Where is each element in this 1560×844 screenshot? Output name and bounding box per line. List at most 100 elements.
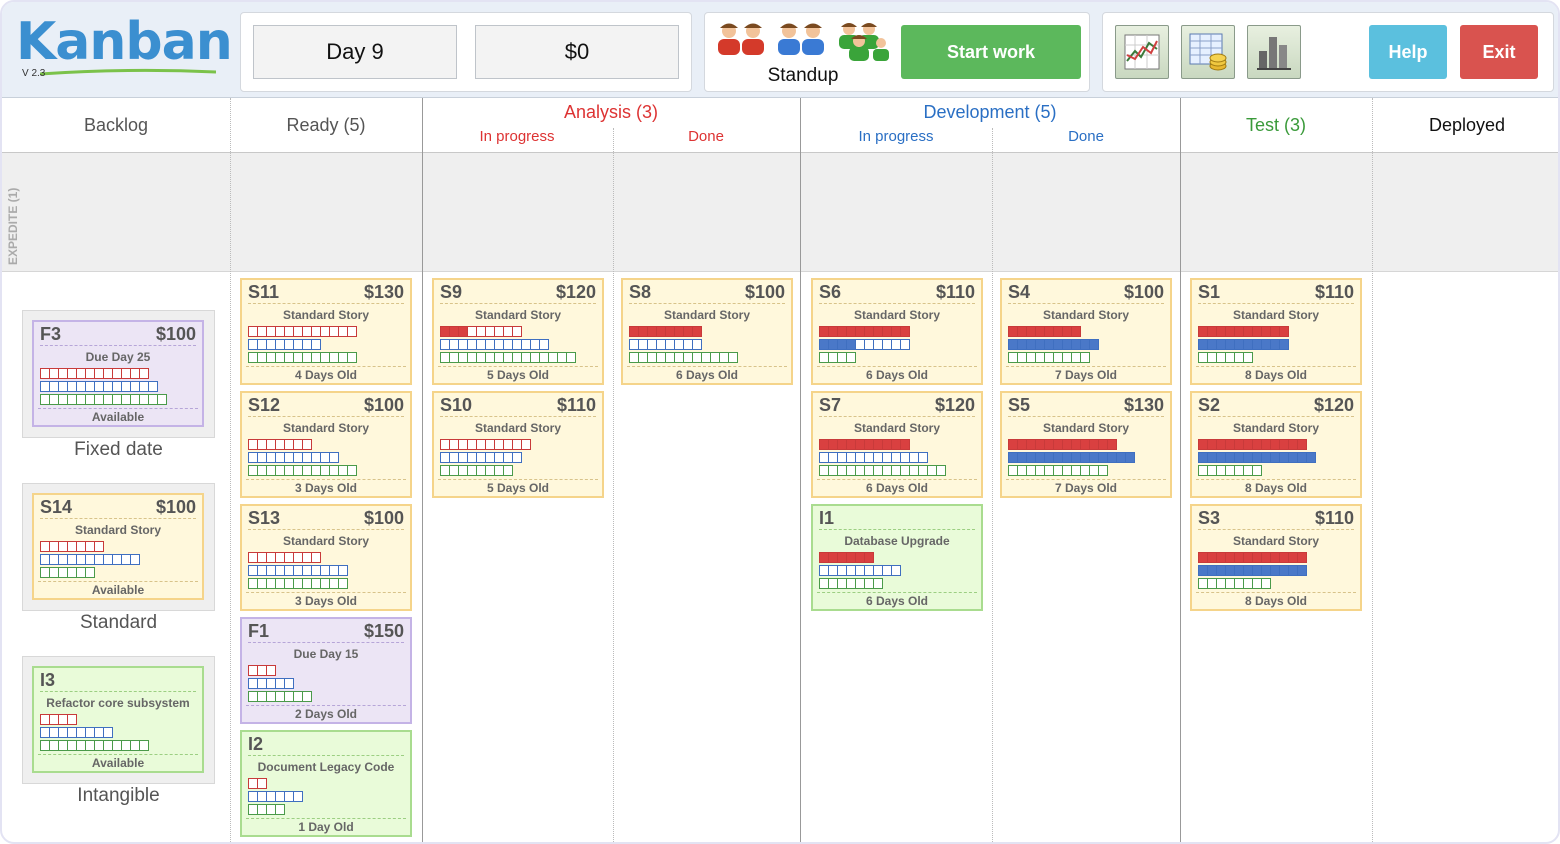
exit-button[interactable]: Exit [1460, 25, 1538, 79]
logo-swoosh-icon [40, 68, 216, 76]
development-work-bar [248, 678, 311, 689]
money-counter: $0 [475, 25, 679, 79]
column-header-ready: Ready (5) [286, 115, 366, 135]
card-id: I2 [248, 734, 264, 754]
test-work-bar [248, 578, 348, 589]
card-s10[interactable]: S10 $110 Standard Story 5 Days Old [432, 391, 604, 498]
column-header-deployed: Deployed [1428, 115, 1506, 135]
help-button[interactable]: Help [1369, 25, 1447, 79]
card-type: Document Legacy Code [257, 760, 395, 774]
standup-people-icon[interactable] [715, 19, 891, 63]
card-id: S10 [440, 395, 473, 415]
card-header: S2 $120 [1198, 395, 1354, 417]
card-work-bars [248, 778, 303, 816]
development-work-bar [248, 791, 303, 802]
column-header-test: Test (3) [1245, 115, 1306, 135]
analysis-inprogress-header: In progress [479, 128, 555, 145]
status-panel: Day 9 $0 [240, 12, 692, 92]
card-s5[interactable]: S5 $130 Standard Story 7 Days Old [1000, 391, 1172, 498]
standup-label: Standup [767, 65, 839, 86]
card-id: S4 [1008, 282, 1031, 302]
card-type: Standard Story [1232, 308, 1319, 322]
standup-panel: Standup Start work [704, 12, 1090, 92]
development-work-bar [1008, 339, 1099, 350]
bar-chart-icon[interactable] [1247, 25, 1301, 79]
development-work-bar [1198, 452, 1316, 463]
test-work-bar [40, 740, 149, 751]
card-work-bars [248, 665, 312, 703]
card-type: Standard Story [282, 308, 369, 322]
card-work-bars [1198, 552, 1307, 590]
analysis-work-bar [248, 778, 302, 789]
card-age: 5 Days Old [438, 479, 598, 495]
development-work-bar [440, 452, 530, 463]
tools-panel: Help Exit [1102, 12, 1554, 92]
card-age: 3 Days Old [246, 479, 406, 495]
card-s6[interactable]: S6 $110 Standard Story 6 Days Old [811, 278, 983, 385]
card-work-bars [1198, 439, 1316, 477]
test-work-bar [248, 691, 312, 702]
test-work-bar [440, 352, 576, 363]
card-f1[interactable]: F1 $150 Due Day 15 2 Days Old [240, 617, 412, 724]
card-type: Standard Story [853, 308, 940, 322]
card-value: $130 [1123, 395, 1164, 415]
test-work-bar [629, 352, 738, 363]
line-chart-icon[interactable] [1115, 25, 1169, 79]
card-s1[interactable]: S1 $110 Standard Story 8 Days Old [1190, 278, 1362, 385]
card-f3[interactable]: F3 $100 Due Day 25 Available [32, 320, 204, 427]
card-age: 1 Day Old [246, 818, 406, 834]
analysis-work-bar [1198, 552, 1307, 563]
card-header: S6 $110 [819, 282, 975, 304]
card-value: $100 [744, 282, 785, 302]
divider [1180, 98, 1181, 842]
start-work-button[interactable]: Start work [901, 25, 1081, 79]
card-s2[interactable]: S2 $120 Standard Story 8 Days Old [1190, 391, 1362, 498]
card-age: 7 Days Old [1006, 366, 1166, 382]
version-label: V 2.3 [22, 68, 46, 79]
test-work-bar [1198, 465, 1315, 476]
card-type: Standard Story [853, 421, 940, 435]
card-header: S12 $100 [248, 395, 404, 417]
card-i3[interactable]: I3 Refactor core subsystem Available [32, 666, 204, 773]
card-s7[interactable]: S7 $120 Standard Story 6 Days Old [811, 391, 983, 498]
development-work-bar [1198, 565, 1307, 576]
card-header: S9 $120 [440, 282, 596, 304]
card-value: $100 [363, 508, 404, 528]
development-work-bar [629, 339, 737, 350]
card-s13[interactable]: S13 $100 Standard Story 3 Days Old [240, 504, 412, 611]
test-work-bar [1008, 352, 1098, 363]
card-i1[interactable]: I1 Database Upgrade 6 Days Old [811, 504, 983, 611]
card-header: I3 [40, 670, 196, 692]
test-work-bar [248, 465, 357, 476]
card-s3[interactable]: S3 $110 Standard Story 8 Days Old [1190, 504, 1362, 611]
card-value: $120 [934, 395, 975, 415]
card-s12[interactable]: S12 $100 Standard Story 3 Days Old [240, 391, 412, 498]
card-s9[interactable]: S9 $120 Standard Story 5 Days Old [432, 278, 604, 385]
card-s8[interactable]: S8 $100 Standard Story 6 Days Old [621, 278, 793, 385]
card-i2[interactable]: I2 Document Legacy Code 1 Day Old [240, 730, 412, 837]
card-work-bars [440, 439, 531, 477]
development-inprogress-header: In progress [858, 128, 934, 145]
card-value: $110 [556, 395, 596, 415]
analysis-work-bar [248, 552, 347, 563]
card-s14[interactable]: S14 $100 Standard Story Available [32, 493, 204, 600]
analysis-work-bar [1008, 326, 1098, 337]
test-work-bar [1198, 578, 1306, 589]
card-work-bars [440, 326, 576, 364]
card-age: 3 Days Old [246, 592, 406, 608]
card-s11[interactable]: S11 $130 Standard Story 4 Days Old [240, 278, 412, 385]
development-work-bar [40, 727, 148, 738]
card-header: S4 $100 [1008, 282, 1164, 304]
card-value: $100 [155, 324, 196, 344]
analysis-title: Analysis (3) [563, 102, 659, 122]
card-header: S7 $120 [819, 395, 975, 417]
card-header: S1 $110 [1198, 282, 1354, 304]
card-s4[interactable]: S4 $100 Standard Story 7 Days Old [1000, 278, 1172, 385]
card-header: S3 $110 [1198, 508, 1354, 530]
card-id: S1 [1198, 282, 1221, 302]
kanban-logo: Kanban V 2.3 [16, 12, 233, 92]
spreadsheet-coins-icon[interactable] [1181, 25, 1235, 79]
card-work-bars [1008, 439, 1135, 477]
card-id: S14 [40, 497, 73, 517]
